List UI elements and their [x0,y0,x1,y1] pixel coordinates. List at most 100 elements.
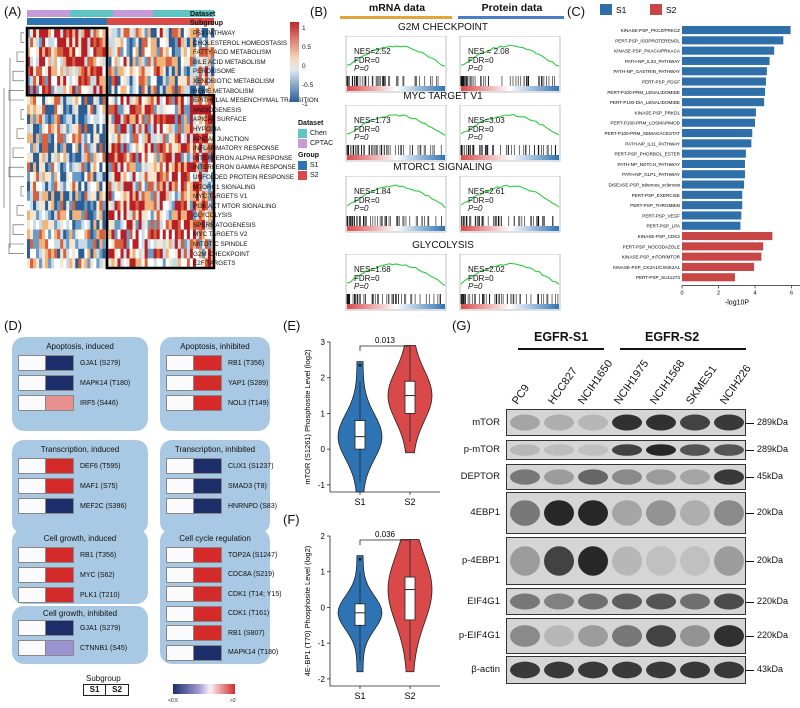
y-tick-label: 0 [321,445,326,454]
heatmap-cell [162,239,167,250]
phosphosite-label: DEF6 (T595) [80,462,121,470]
heatmap-cell [27,76,31,86]
heatmap-cell [69,162,73,173]
heatmap-cell [186,114,191,125]
heatmap-cell [123,220,127,230]
heatmap-cell [75,152,79,163]
heatmap-cell [132,152,136,163]
heatmap-cell [183,220,188,230]
heatmap-cell [72,56,76,67]
heatmap-cell [45,47,49,58]
heatmap-cell [207,239,212,250]
blot-bands [510,444,744,456]
heatmap-cell [33,248,37,259]
heatmap-cell [210,37,215,48]
heatmap-cell [177,143,182,154]
heatmap-cell [78,181,82,192]
phosphosite-row: GJA1 (S279) [18,355,120,371]
x-tick-label: S2 [404,497,415,507]
heatmap-cell [75,47,79,58]
heatmap-cell [72,181,76,192]
heatmap-cell [87,47,91,58]
heatmap-cell [192,124,197,134]
heatmap-cell [195,124,200,134]
heatmap-cell [126,162,130,173]
heatmap-cell [36,210,40,221]
heatmap-cell [132,239,136,250]
heatmap-cell [204,76,209,86]
heatmap-cell [108,28,112,38]
heatmap-cell [201,47,206,58]
heatmap-cell [27,95,31,106]
heatmap-cell [63,162,67,173]
heatmap-cell [33,133,37,144]
heatmap-cell [30,104,34,115]
subgroup-track-s1 [27,18,107,25]
heatmap-cell [42,104,46,115]
heatmap-cell [135,162,139,173]
heatmap-cell [207,133,212,144]
heatmap-cell [66,114,70,125]
heatmap-cell [72,37,76,48]
heatmap-cell [63,181,67,192]
heatmap-cell [114,229,118,240]
heatmap-cell [174,162,179,173]
x-tick-label: S1 [354,691,365,701]
phosphosite-row: MAPK14 (T180) [18,375,130,391]
protein-band [680,593,710,610]
pathway-label: UNFOLDED PROTEIN RESPONSE [193,173,295,181]
dendrogram-branch [20,109,24,120]
blot-strip [506,464,746,490]
heatmap-cell [153,124,157,134]
legend-chen-label: Chen [310,130,327,137]
heatmap-cell [42,37,46,48]
heatmap-cell [30,181,34,192]
heatmap-cell [171,191,176,202]
heatmap-cell [69,66,73,77]
heatmap-cell [195,248,200,259]
heatmap-cell [63,85,67,96]
heatmap-cell [195,258,200,269]
heatmap-cell [117,114,121,125]
phosphosite-row: MAPK14 (T180) [166,644,278,661]
legend-cptac-swatch [298,139,307,148]
heatmap-cell [39,76,43,86]
heatmap-cell [180,239,185,250]
legend-s1-swatch [600,4,612,15]
protein-band [612,593,642,610]
heatmap-cell [78,76,82,86]
heatmap-cell [189,258,194,269]
s1-cell [166,586,194,602]
heatmap-cell [168,162,173,173]
heatmap-cell [204,162,209,173]
heatmap-cell [189,133,194,144]
heatmap-cell [177,85,182,96]
heatmap-cell [210,104,215,115]
heatmap-cell [66,66,70,77]
heatmap-cell [165,37,170,48]
heatmap-cell [27,210,31,221]
heatmap-cell [192,258,197,269]
p-value: P=0 [468,133,483,142]
heatmap-cell [171,229,176,240]
category-label: PATH-NP_IL33_PATHWAY [625,59,680,64]
heatmap-cell [48,152,52,163]
heatmap-cell [63,258,67,269]
blot-strip [506,409,746,436]
s2-cell [194,644,222,661]
heatmap-cell [33,220,37,230]
heatmap-cell [33,95,37,106]
heatmap-cell [138,124,142,134]
heatmap-cell [150,220,154,230]
heatmap-cell [201,248,206,259]
s2-cell [194,547,222,563]
heatmap-cell [129,258,133,269]
heatmap-cell [117,172,121,182]
phosphosite-label: CDK1 (T161) [228,610,270,617]
heatmap-cell [57,172,61,182]
blot-bands [510,546,744,576]
heatmap-cell [153,28,157,38]
bar-6 [682,87,766,96]
cell-line-label: PC9 [510,382,533,407]
heatmap-cell [36,172,40,182]
